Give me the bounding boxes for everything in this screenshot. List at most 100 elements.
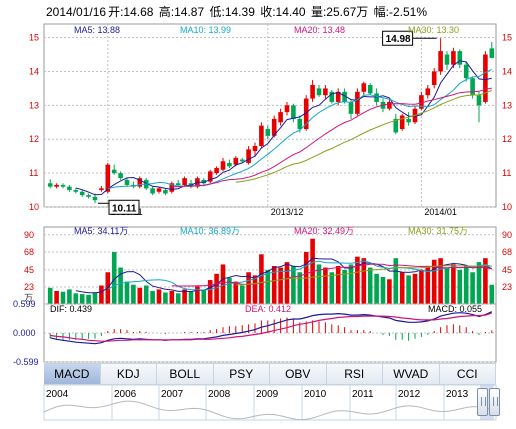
candle-down (227, 162, 232, 167)
candle-down (463, 64, 469, 79)
candle-up (425, 88, 431, 96)
volume-y-tick-right: 90 (502, 230, 512, 240)
tab-kdj[interactable]: KDJ (101, 364, 157, 384)
volume-bar (457, 269, 463, 305)
quote-open: 开:14.68 (108, 5, 154, 19)
macd-dif-line (50, 311, 493, 345)
candle-up (246, 149, 251, 163)
price-panel: 1515141413131212111110102013/112013/1220… (29, 23, 512, 217)
tab-wvad[interactable]: WVAD (383, 364, 440, 384)
tab-rsi[interactable]: RSI (327, 364, 383, 384)
volume-y-tick-left: 68 (24, 247, 34, 257)
volume-bar (214, 273, 219, 305)
price-y-tick-right: 11 (502, 168, 511, 178)
price-ma30-line (235, 90, 492, 183)
volume-ma20-line (171, 263, 492, 287)
candle-down (60, 184, 66, 187)
volume-bar (252, 275, 258, 305)
volume-bar (329, 272, 335, 305)
volume-bar (380, 276, 386, 305)
volume-bar (259, 254, 264, 305)
candle-up (399, 115, 405, 130)
quote-low: 低:14.39 (209, 5, 255, 19)
candle-up (361, 83, 367, 92)
candle-up (323, 88, 328, 96)
volume-bar (399, 272, 405, 305)
volume-bar (182, 289, 187, 305)
candle-up (214, 168, 219, 174)
price-y-tick-left: 13 (29, 100, 39, 110)
price-ma30-legend: MA30: 13.30 (408, 25, 459, 35)
volume-bar (361, 258, 367, 305)
range-left-handle[interactable] (477, 388, 488, 416)
overview-year-label: 2009 (256, 389, 279, 400)
volume-bar (124, 281, 130, 305)
volume-bar (374, 273, 379, 305)
candle-up (310, 85, 315, 99)
candle-up (105, 164, 111, 192)
overview-panel[interactable]: 2004 2006 2007 2008 2009 2010 2011 2012 2013 (43, 384, 497, 421)
price-ma20-legend: MA20: 13.48 (294, 25, 345, 35)
candle-down (175, 183, 181, 185)
candle-up (259, 125, 264, 146)
volume-bar (335, 266, 341, 305)
candle-down (67, 186, 72, 191)
overview-year-label: 2008 (208, 389, 231, 400)
volume-bar (291, 266, 296, 305)
price-y-tick-left: 10 (29, 202, 39, 212)
volume-bar (419, 269, 424, 305)
candle-down (150, 188, 155, 194)
volume-bar (425, 267, 431, 305)
candle-down (111, 169, 117, 174)
price-x-tick: 2014/01 (424, 207, 457, 217)
volume-bar (438, 258, 443, 305)
volume-bar (207, 280, 213, 305)
macd-dea-line (50, 312, 492, 342)
macd-dea-legend: DEA: 0.412 (245, 304, 291, 314)
volume-bar (227, 277, 232, 305)
volume-bar (118, 267, 123, 305)
price-ma5-line (75, 60, 492, 196)
candle-up (303, 98, 309, 130)
overview-history-line (43, 400, 495, 421)
candle-down (291, 105, 296, 119)
volume-bar (111, 251, 117, 305)
volume-bar (393, 258, 399, 305)
volume-bar (143, 285, 149, 305)
tab-cci[interactable]: CCI (440, 364, 496, 384)
price-x-tick: 2013/12 (271, 207, 304, 217)
tab-boll[interactable]: BOLL (157, 364, 214, 384)
volume-bar (278, 267, 283, 305)
quote-change: 幅:-2.51% (373, 5, 428, 19)
macd-panel: 0.599 0.000 -0.599 (13, 299, 497, 367)
candle-up (137, 178, 143, 187)
quote-high: 高:14.87 (158, 5, 205, 19)
price-ma5-legend: MA5: 13.88 (74, 25, 120, 35)
macd-value-legend: MACD: 0.055 (428, 304, 482, 314)
overview-year-label: 2010 (304, 389, 327, 400)
volume-bar (470, 272, 475, 305)
tab-macd[interactable]: MACD (44, 364, 101, 384)
quote-volume: 量:25.67万 (310, 5, 369, 19)
range-right-handle[interactable] (489, 388, 500, 416)
volume-bar (451, 264, 456, 305)
volume-bar (201, 290, 207, 305)
candle-down (367, 85, 373, 94)
candle-down (316, 88, 322, 96)
candle-down (393, 118, 399, 133)
tab-psy[interactable]: PSY (214, 364, 270, 384)
volume-ma20-legend: MA20: 32.49万 (294, 226, 354, 236)
volume-bar (60, 291, 66, 305)
volume-ma10-legend: MA10: 36.89万 (180, 226, 240, 236)
candle-down (92, 196, 98, 201)
volume-bar (316, 264, 322, 305)
macd-y-tick: -0.599 (13, 357, 39, 367)
price-ma10-line (107, 68, 493, 189)
volume-bar (169, 290, 175, 305)
volume-bar (271, 266, 277, 305)
tab-obv[interactable]: OBV (270, 364, 327, 384)
candle-up (220, 161, 226, 170)
candle-down (348, 101, 354, 114)
candle-down (342, 91, 347, 102)
